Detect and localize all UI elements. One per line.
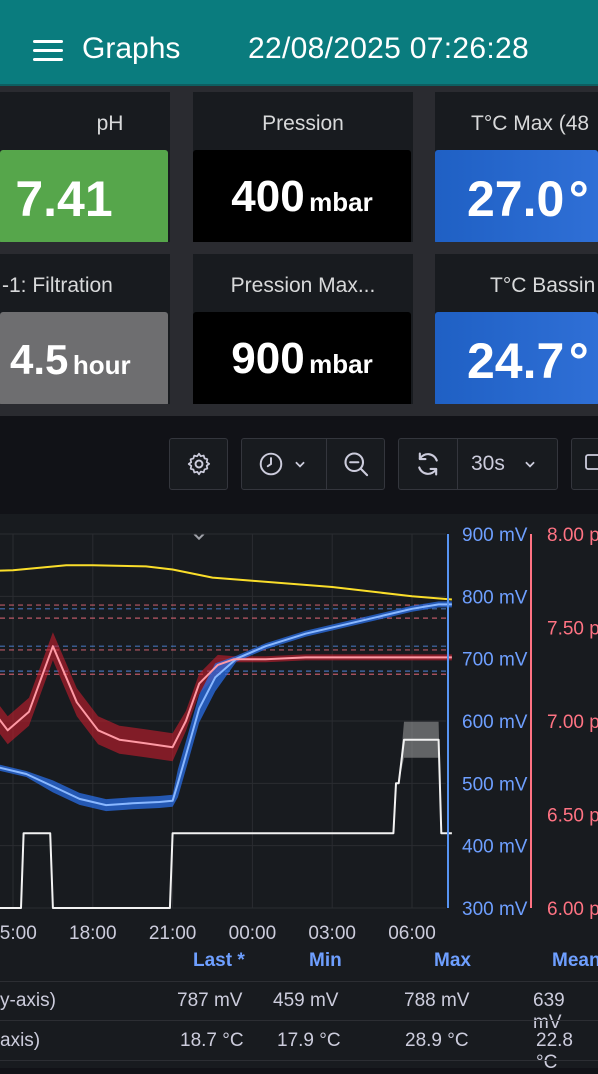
y-tick-left: 900 mV <box>462 525 528 546</box>
chevron-down-icon <box>295 461 305 468</box>
panel-pression[interactable]: Pression 400 mbar <box>193 92 413 242</box>
y-tick-right: 8.00 p <box>547 525 598 546</box>
panel-value-box: 24.7 ° <box>435 312 598 404</box>
panel-title: Pression <box>262 112 344 135</box>
time-range-group <box>241 438 385 490</box>
x-tick: 15:00 <box>0 923 37 944</box>
legend-last: 787 mV <box>177 990 243 1011</box>
panel-value: 400 <box>231 172 305 221</box>
legend-max: 28.9 °C <box>405 1030 469 1051</box>
panel-title: pH <box>96 112 124 135</box>
panel-value-box: 27.0 ° <box>435 150 598 242</box>
x-tick: 00:00 <box>229 923 277 944</box>
panel-menu-chevron-icon[interactable] <box>191 528 207 544</box>
panel-value: 900 <box>231 334 305 383</box>
refresh-interval-value: 30s <box>471 452 505 475</box>
datetime-display: 22/08/2025 07:26:28 <box>248 32 529 65</box>
series-line-1 <box>0 603 452 807</box>
refresh-button[interactable] <box>399 439 457 489</box>
panel-temp-max[interactable]: T°C Max (48 27.0 ° <box>435 92 598 242</box>
legend-series-name[interactable]: y-axis) <box>0 990 56 1011</box>
x-tick: 06:00 <box>388 923 436 944</box>
chevron-down-icon <box>525 461 535 468</box>
panel-value: 4.5 <box>10 336 69 383</box>
y-tick-left: 400 mV <box>462 837 528 858</box>
monitor-icon <box>585 454 598 470</box>
legend-series-name[interactable]: axis) <box>0 1030 41 1051</box>
y-tick-right: 6.50 p <box>547 806 598 827</box>
panel-value-box: 4.5 hour <box>0 312 168 404</box>
panel-unit: hour <box>72 350 131 380</box>
legend-header-mean[interactable]: Mean <box>552 950 598 971</box>
legend-mean: 22.8 °C <box>536 1030 573 1073</box>
y-tick-left: 500 mV <box>462 774 528 795</box>
series-line-0 <box>0 564 452 601</box>
series-line-3 <box>0 738 452 909</box>
refresh-interval-select[interactable]: 30s <box>458 439 558 489</box>
panel-ph[interactable]: pH 7.41 <box>0 92 170 242</box>
panel-pression-max[interactable]: Pression Max... 900 mbar <box>193 254 413 404</box>
panel-filtration[interactable]: -1: Filtration 4.5 hour <box>0 254 170 404</box>
top-bar <box>0 0 598 86</box>
legend-header-min[interactable]: Min <box>309 950 342 971</box>
panel-value-box: 900 mbar <box>193 312 411 404</box>
y-tick-left: 700 mV <box>462 650 528 671</box>
panel-temp-bassin[interactable]: T°C Bassin 24.7 ° <box>435 254 598 404</box>
refresh-icon <box>418 452 438 476</box>
chart-legend-table <box>0 946 598 1068</box>
y-tick-left: 600 mV <box>462 712 528 733</box>
gear-icon <box>187 452 211 476</box>
zoom-out-button[interactable] <box>327 439 385 489</box>
clock-icon <box>259 452 283 476</box>
y-tick-right: 7.00 p <box>547 712 598 733</box>
legend-min: 459 mV <box>273 990 339 1011</box>
display-mode-button[interactable] <box>571 438 598 490</box>
page-title: Graphs <box>82 32 181 65</box>
y-tick-right: 7.50 p <box>547 619 598 640</box>
panel-title: -1: Filtration <box>2 274 113 297</box>
y-tick-right: 6.00 p <box>547 899 598 920</box>
panel-title: Pression Max... <box>230 274 376 297</box>
panel-value-box: 7.41 <box>0 150 168 242</box>
panel-unit: ° <box>568 333 589 389</box>
legend-max: 788 mV <box>404 990 470 1011</box>
zoom-out-icon <box>344 452 369 477</box>
series-band-redox <box>0 601 452 812</box>
panel-value-box: 400 mbar <box>193 150 411 242</box>
legend-last: 18.7 °C <box>180 1030 244 1051</box>
panel-unit: mbar <box>309 349 373 379</box>
panel-unit: mbar <box>309 187 373 217</box>
legend-mean: 639 mV <box>533 990 565 1033</box>
time-picker-button[interactable] <box>242 439 326 489</box>
panel-title: T°C Max (48 <box>471 112 590 135</box>
panel-value: 7.41 <box>15 171 113 227</box>
panel-value: 27.0 <box>467 171 565 227</box>
legend-header-max[interactable]: Max <box>434 950 471 971</box>
legend-min: 17.9 °C <box>277 1030 341 1051</box>
series-line-2 <box>0 645 452 749</box>
x-tick: 21:00 <box>149 923 197 944</box>
menu-icon[interactable] <box>33 40 63 62</box>
x-tick: 18:00 <box>69 923 117 944</box>
panel-value: 24.7 <box>467 333 565 389</box>
panel-title: T°C Bassin <box>490 274 596 297</box>
series-band-temp <box>0 721 452 908</box>
panel-unit: ° <box>568 171 589 227</box>
legend-header-last[interactable]: Last * <box>193 950 245 971</box>
refresh-group: 30s <box>398 438 558 490</box>
time-series-chart[interactable]: 900 mV 800 mV 700 mV 600 mV 500 mV 400 mV 300 … <box>0 514 598 954</box>
series-band-ph <box>0 632 452 762</box>
y-tick-left: 300 mV <box>462 899 528 920</box>
settings-button[interactable] <box>169 438 228 490</box>
y-tick-left: 800 mV <box>462 587 528 608</box>
x-tick: 03:00 <box>308 923 356 944</box>
